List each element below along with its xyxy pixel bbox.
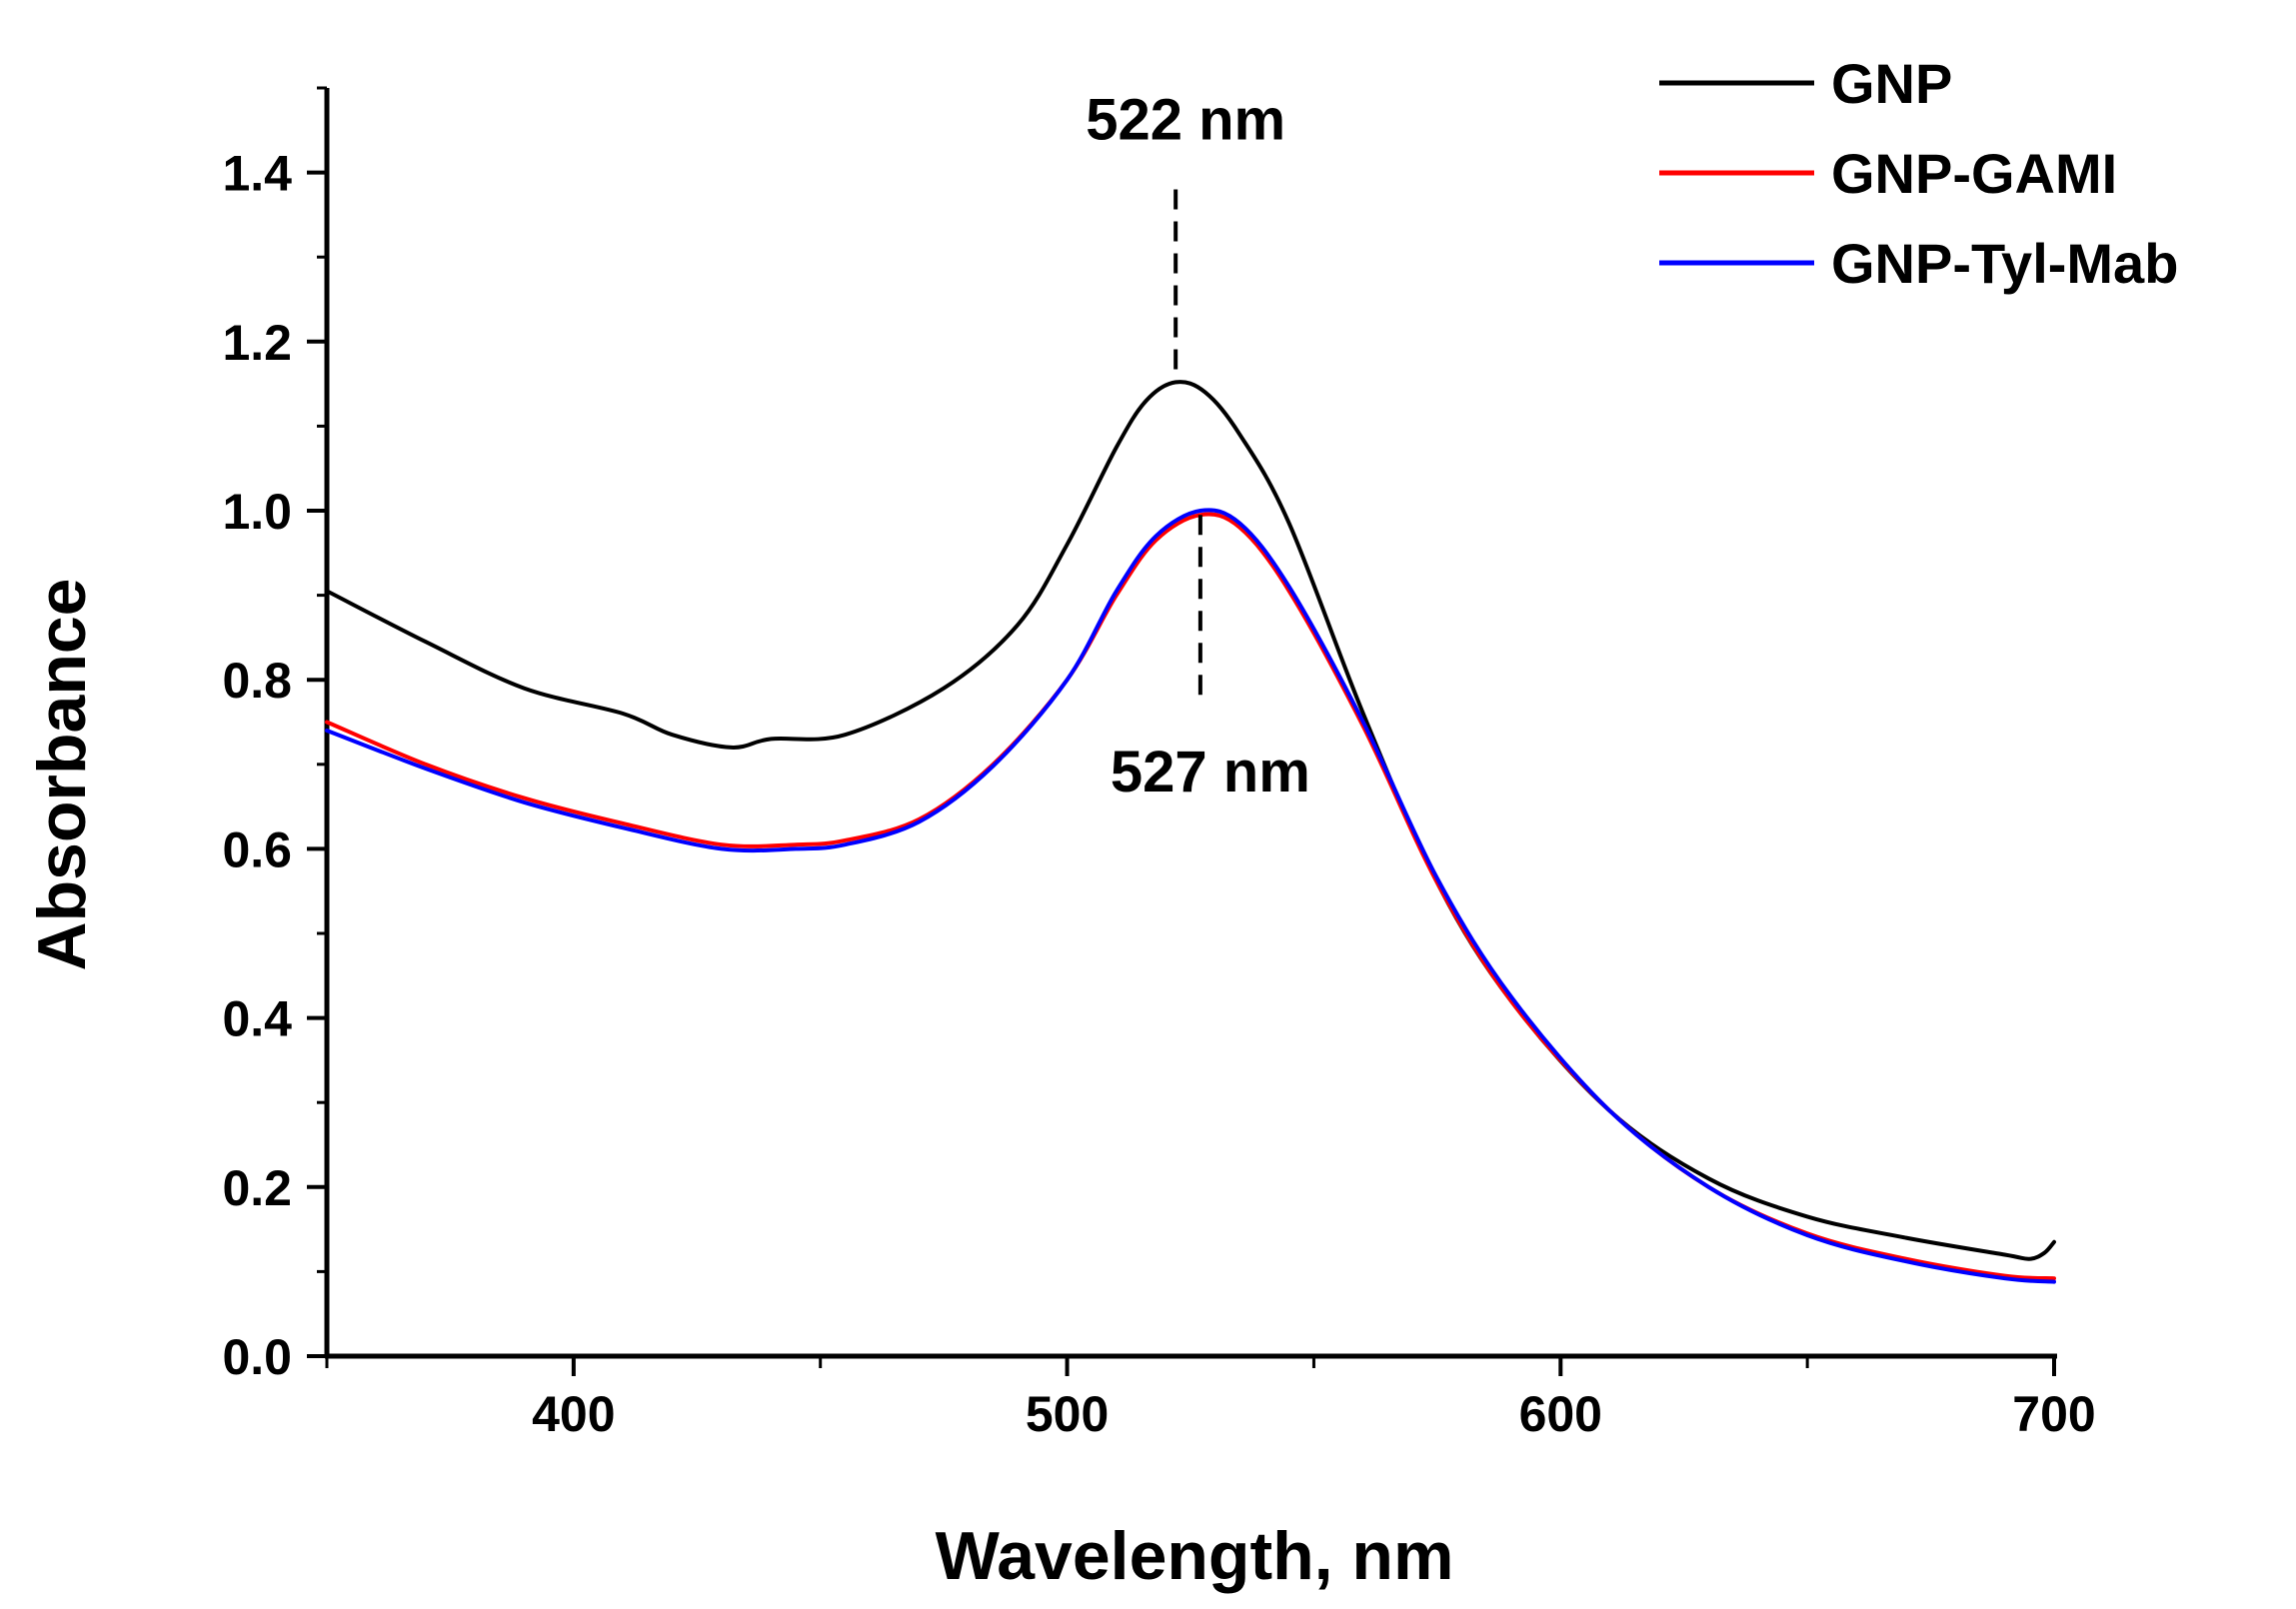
data-series — [325, 380, 2056, 1284]
legend-label: GNP — [1831, 52, 1952, 115]
legend-label: GNP-GAMI — [1831, 142, 2117, 205]
axes: 0.0 0.2 0.4 0.6 0.8 1.0 1.2 1.4 400 500 600 700 — [222, 86, 2096, 1442]
y-tick-label: 0.2 — [222, 1160, 292, 1216]
x-axis-title: Wavelength, nm — [936, 1518, 1454, 1594]
x-tick-label: 400 — [532, 1386, 615, 1442]
x-tick-label: 500 — [1026, 1386, 1109, 1442]
y-tick-label: 0.6 — [222, 821, 292, 877]
peak-annotations: 522 nm 527 nm — [1086, 88, 1310, 805]
y-tick-label: 1.2 — [222, 315, 292, 371]
peak-label: 522 nm — [1086, 88, 1285, 153]
y-tick-label: 0.8 — [222, 653, 292, 709]
y-tick-label: 1.4 — [222, 146, 292, 202]
peak-label: 527 nm — [1111, 740, 1310, 804]
series-line-gnp-tyl-mab — [325, 508, 2056, 1284]
y-tick-label: 1.0 — [222, 484, 292, 540]
legend-label: GNP-Tyl-Mab — [1831, 232, 2178, 295]
legend: GNP GNP-GAMI GNP-Tyl-Mab — [1659, 52, 2178, 295]
y-axis-title: Absorbance — [24, 579, 100, 971]
y-tick-label: 0.0 — [222, 1329, 292, 1385]
series-line-gnp — [325, 380, 2056, 1261]
series-line-gnp-gami — [325, 512, 2056, 1281]
x-tick-label: 600 — [1519, 1386, 1602, 1442]
x-tick-label: 700 — [2012, 1386, 2095, 1442]
y-tick-label: 0.4 — [222, 991, 292, 1047]
